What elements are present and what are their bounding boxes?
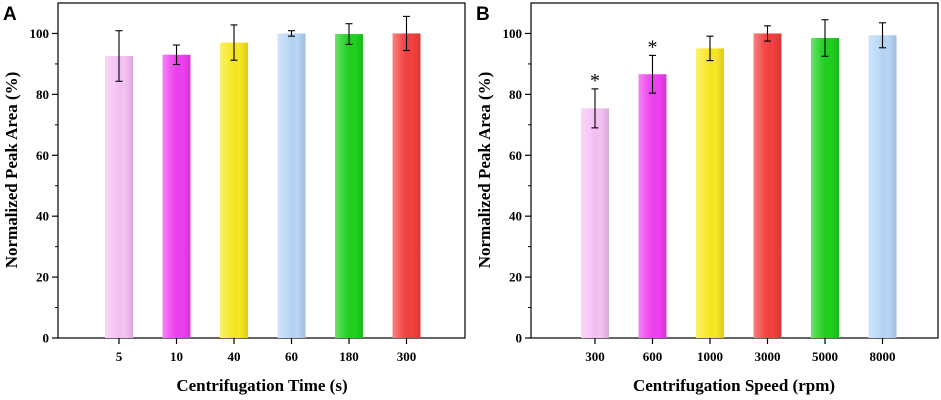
x-tick-label-b-600: 600 <box>643 349 663 364</box>
x-axis-title-b: Centrifugation Speed (rpm) <box>633 376 835 395</box>
x-tick-label-a-300: 300 <box>397 349 417 364</box>
y-tick-label-b: 80 <box>509 87 522 102</box>
significance-marker-b-600: * <box>648 36 658 58</box>
x-tick-label-b-1000: 1000 <box>697 349 723 364</box>
x-tick-label-b-5000: 5000 <box>812 349 838 364</box>
y-axis-title-a: Normalized Peak Area (%) <box>2 72 21 269</box>
y-tick-label-a: 100 <box>30 26 50 41</box>
x-tick-label-a-180: 180 <box>339 349 359 364</box>
bar-shade-b-300 <box>581 108 609 338</box>
x-tick-label-b-8000: 8000 <box>870 349 896 364</box>
x-tick-label-b-300: 300 <box>585 349 605 364</box>
bar-shade-a-180 <box>335 34 363 339</box>
y-tick-label-a: 60 <box>36 148 49 163</box>
x-tick-label-a-5: 5 <box>116 349 123 364</box>
y-tick-label-b: 0 <box>516 331 523 346</box>
x-axis-title-a: Centrifugation Time (s) <box>176 376 347 395</box>
y-tick-label-b: 40 <box>509 209 522 224</box>
panel-label-a: A <box>3 4 17 25</box>
bar-shade-a-10 <box>162 54 191 338</box>
significance-marker-b-300: * <box>590 70 600 92</box>
panel-label-b: B <box>476 4 490 25</box>
x-tick-label-b-3000: 3000 <box>755 349 781 364</box>
bar-shade-a-300 <box>392 33 421 339</box>
y-tick-label-b: 20 <box>509 270 522 285</box>
y-tick-label-a: 20 <box>36 270 49 285</box>
y-axis-title-b: Normalized Peak Area (%) <box>475 72 494 269</box>
y-tick-label-a: 0 <box>43 331 50 346</box>
bar-shade-a-5 <box>105 55 133 339</box>
bar-shade-a-60 <box>277 33 306 339</box>
y-tick-label-b: 60 <box>509 148 522 163</box>
panel-b: B * * 0 20 40 60 80 100 300 600 1000 3000 5000 8000… <box>475 2 939 395</box>
x-tick-label-a-10: 10 <box>170 349 183 364</box>
y-tick-label-a: 40 <box>36 209 49 224</box>
bar-shade-b-600 <box>638 74 667 338</box>
y-tick-label-b: 100 <box>503 26 523 41</box>
plot-frame-b <box>530 2 939 339</box>
y-tick-label-a: 80 <box>36 87 49 102</box>
bar-shade-b-3000 <box>753 33 782 339</box>
bar-shade-b-5000 <box>811 38 839 338</box>
bar-shade-a-40 <box>220 42 248 338</box>
x-tick-label-a-40: 40 <box>228 349 241 364</box>
bar-shade-b-8000 <box>868 35 897 338</box>
panel-a: A 0 20 40 60 80 100 5 10 40 60 180 300 Centrifugat… <box>2 2 466 395</box>
plot-frame-a <box>57 2 466 339</box>
x-tick-label-a-60: 60 <box>285 349 298 364</box>
bar-shade-b-1000 <box>696 48 724 339</box>
